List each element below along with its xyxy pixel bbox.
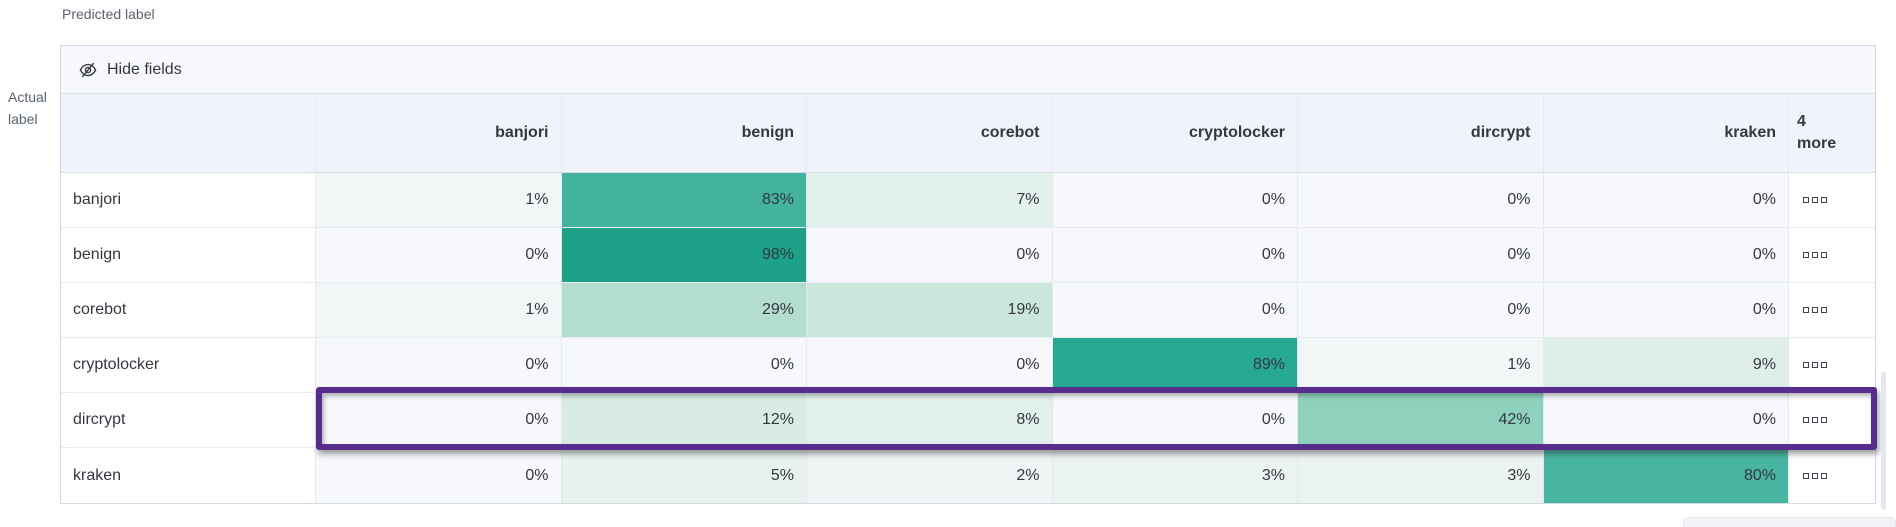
row-label: corebot xyxy=(73,301,127,318)
matrix-row-kraken: kraken 0% 5% 2% 3% 3% 80% xyxy=(61,448,1875,503)
corner-header-cell xyxy=(61,94,316,172)
matrix-cell-kraken-corebot[interactable]: 2% xyxy=(807,448,1053,503)
matrix-cell-benign-corebot[interactable]: 0% xyxy=(807,228,1053,282)
row-label-cell[interactable]: cryptolocker xyxy=(61,338,316,392)
actual-label-axis: Actual label xyxy=(8,86,47,130)
matrix-cell-kraken-cryptolocker[interactable]: 3% xyxy=(1052,448,1298,503)
more-columns-header[interactable]: 4 more xyxy=(1789,94,1875,172)
column-header-label: benign xyxy=(741,124,794,141)
row-label-cell[interactable]: banjori xyxy=(61,173,316,227)
row-label: benign xyxy=(73,246,122,263)
boxes-horizontal-icon xyxy=(1803,472,1827,479)
matrix-cell-kraken-dircrypt[interactable]: 3% xyxy=(1298,448,1544,503)
vertical-scrollbar[interactable] xyxy=(1881,372,1886,510)
matrix-cell-banjori-benign[interactable]: 83% xyxy=(561,173,807,227)
header-row: banjori benign corebot cryptolocker dirc… xyxy=(61,94,1875,173)
matrix-row-cryptolocker: cryptolocker 0% 0% 0% 89% 1% 9% xyxy=(61,338,1875,393)
row-label: kraken xyxy=(73,466,122,484)
matrix-cell-benign-cryptolocker[interactable]: 0% xyxy=(1052,228,1298,282)
matrix-cell-cryptolocker-cryptolocker[interactable]: 89% xyxy=(1052,338,1298,392)
matrix-cell-corebot-benign[interactable]: 29% xyxy=(561,283,807,337)
matrix-cell-banjori-dircrypt[interactable]: 0% xyxy=(1298,173,1544,227)
row-label: banjori xyxy=(73,191,122,208)
row-label-cell[interactable]: kraken xyxy=(61,448,316,503)
boxes-horizontal-icon xyxy=(1803,307,1827,313)
column-header-label: kraken xyxy=(1724,124,1776,141)
column-header-label: corebot xyxy=(980,124,1040,141)
column-header-label: banjori xyxy=(495,124,549,141)
matrix-row-corebot: corebot 1% 29% 19% 0% 0% 0% xyxy=(61,283,1875,338)
matrix-cell-benign-dircrypt[interactable]: 0% xyxy=(1298,228,1544,282)
matrix-cell-dircrypt-kraken[interactable]: 0% xyxy=(1543,393,1789,447)
matrix-cell-benign-kraken[interactable]: 0% xyxy=(1543,228,1789,282)
row-label-cell[interactable]: dircrypt xyxy=(61,393,316,447)
more-columns-count: 4 xyxy=(1797,113,1806,130)
boxes-horizontal-icon xyxy=(1803,417,1827,423)
matrix-cell-corebot-dircrypt[interactable]: 0% xyxy=(1298,283,1544,337)
matrix-cell-benign-benign[interactable]: 98% xyxy=(561,228,807,282)
row-label-cell[interactable]: corebot xyxy=(61,283,316,337)
matrix-cell-dircrypt-corebot[interactable]: 8% xyxy=(807,393,1053,447)
matrix-cell-corebot-corebot[interactable]: 19% xyxy=(807,283,1053,337)
matrix-cell-kraken-kraken[interactable]: 80% xyxy=(1543,448,1789,503)
boxes-horizontal-icon xyxy=(1803,362,1827,368)
column-header-label: cryptolocker xyxy=(1188,124,1285,141)
row-more-actions-button[interactable] xyxy=(1789,448,1875,503)
horizontal-scrollbar[interactable] xyxy=(1683,517,1896,527)
matrix-row-dircrypt: dircrypt 0% 12% 8% 0% 42% 0% xyxy=(61,393,1875,448)
column-header-banjori[interactable]: banjori xyxy=(316,94,562,172)
hide-fields-button[interactable]: Hide fields xyxy=(61,46,1875,94)
row-label: dircrypt xyxy=(73,411,126,428)
matrix-cell-corebot-banjori[interactable]: 1% xyxy=(316,283,562,337)
row-more-actions-button[interactable] xyxy=(1789,283,1875,337)
column-header-benign[interactable]: benign xyxy=(562,94,807,172)
row-more-actions-button[interactable] xyxy=(1789,393,1875,447)
matrix-cell-banjori-kraken[interactable]: 0% xyxy=(1543,173,1789,227)
hide-fields-label: Hide fields xyxy=(107,60,182,78)
matrix-cell-kraken-banjori[interactable]: 0% xyxy=(316,448,562,503)
row-more-actions-button[interactable] xyxy=(1789,173,1875,227)
column-header-corebot[interactable]: corebot xyxy=(807,94,1053,172)
matrix-cell-corebot-kraken[interactable]: 0% xyxy=(1543,283,1789,337)
actual-label-line1: Actual xyxy=(8,89,47,105)
row-label: cryptolocker xyxy=(73,356,160,373)
matrix-cell-dircrypt-benign[interactable]: 12% xyxy=(561,393,807,447)
more-columns-label: more xyxy=(1797,135,1837,152)
row-more-actions-button[interactable] xyxy=(1789,338,1875,392)
matrix-cell-benign-banjori[interactable]: 0% xyxy=(316,228,562,282)
eye-closed-icon xyxy=(79,62,97,77)
matrix-row-banjori: banjori 1% 83% 7% 0% 0% 0% xyxy=(61,173,1875,228)
column-header-cryptolocker[interactable]: cryptolocker xyxy=(1053,94,1298,172)
matrix-cell-banjori-banjori[interactable]: 1% xyxy=(316,173,562,227)
row-more-actions-button[interactable] xyxy=(1789,228,1875,282)
matrix-cell-dircrypt-cryptolocker[interactable]: 0% xyxy=(1052,393,1298,447)
matrix-cell-cryptolocker-dircrypt[interactable]: 1% xyxy=(1298,338,1544,392)
matrix-cell-banjori-cryptolocker[interactable]: 0% xyxy=(1052,173,1298,227)
matrix-cell-cryptolocker-corebot[interactable]: 0% xyxy=(807,338,1053,392)
matrix-row-benign: benign 0% 98% 0% 0% 0% 0% xyxy=(61,228,1875,283)
column-header-kraken[interactable]: kraken xyxy=(1544,94,1789,172)
predicted-label-axis: Predicted label xyxy=(62,6,155,22)
matrix-cell-kraken-benign[interactable]: 5% xyxy=(561,448,807,503)
matrix-cell-corebot-cryptolocker[interactable]: 0% xyxy=(1052,283,1298,337)
boxes-horizontal-icon xyxy=(1803,252,1827,258)
row-label-cell[interactable]: benign xyxy=(61,228,316,282)
matrix-cell-cryptolocker-banjori[interactable]: 0% xyxy=(316,338,562,392)
boxes-horizontal-icon xyxy=(1803,197,1827,203)
matrix-cell-cryptolocker-kraken[interactable]: 9% xyxy=(1543,338,1789,392)
column-header-dircrypt[interactable]: dircrypt xyxy=(1298,94,1544,172)
confusion-matrix-grid: Hide fields banjori benign corebot crypt… xyxy=(60,45,1876,504)
matrix-cell-dircrypt-dircrypt[interactable]: 42% xyxy=(1298,393,1544,447)
grid-body: banjori 1% 83% 7% 0% 0% 0% benign 0% 98% 0% 0% 0%… xyxy=(61,173,1875,503)
matrix-cell-cryptolocker-benign[interactable]: 0% xyxy=(561,338,807,392)
actual-label-line2: label xyxy=(8,111,38,127)
column-header-label: dircrypt xyxy=(1470,124,1531,141)
matrix-cell-banjori-corebot[interactable]: 7% xyxy=(807,173,1053,227)
matrix-cell-dircrypt-banjori[interactable]: 0% xyxy=(316,393,562,447)
